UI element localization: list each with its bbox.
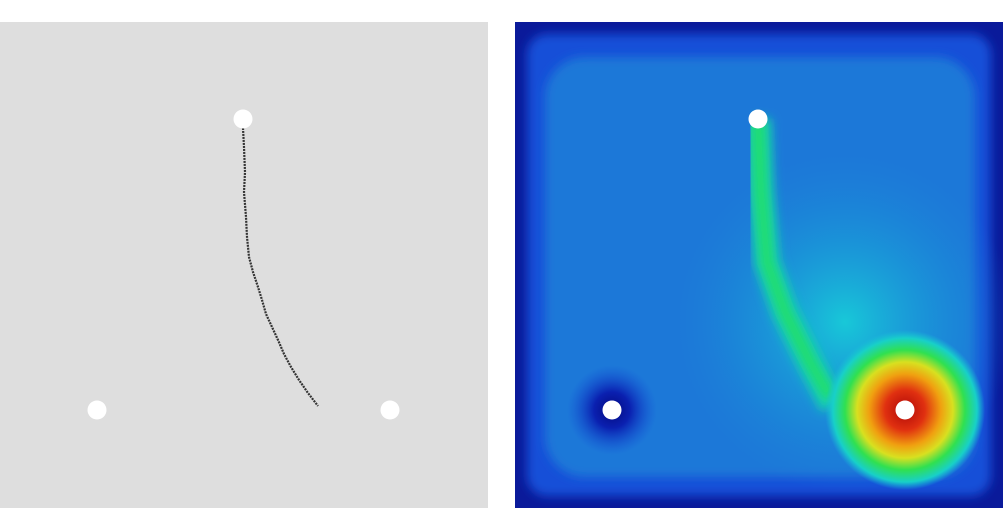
crack-path-panel xyxy=(0,22,488,508)
crack-path-plot xyxy=(0,22,488,508)
hole-bottom-left xyxy=(602,400,622,420)
hole-top xyxy=(233,109,253,129)
field-contour-plot xyxy=(515,22,1003,508)
hole-bottom-right xyxy=(895,400,915,420)
field-contour-panel xyxy=(515,22,1003,508)
field-crack-core xyxy=(753,118,835,400)
hole-bottom-left xyxy=(87,400,107,420)
crack-path xyxy=(241,127,319,407)
hole-top xyxy=(748,109,768,129)
hole-bottom-right xyxy=(380,400,400,420)
panel-background xyxy=(0,22,488,508)
